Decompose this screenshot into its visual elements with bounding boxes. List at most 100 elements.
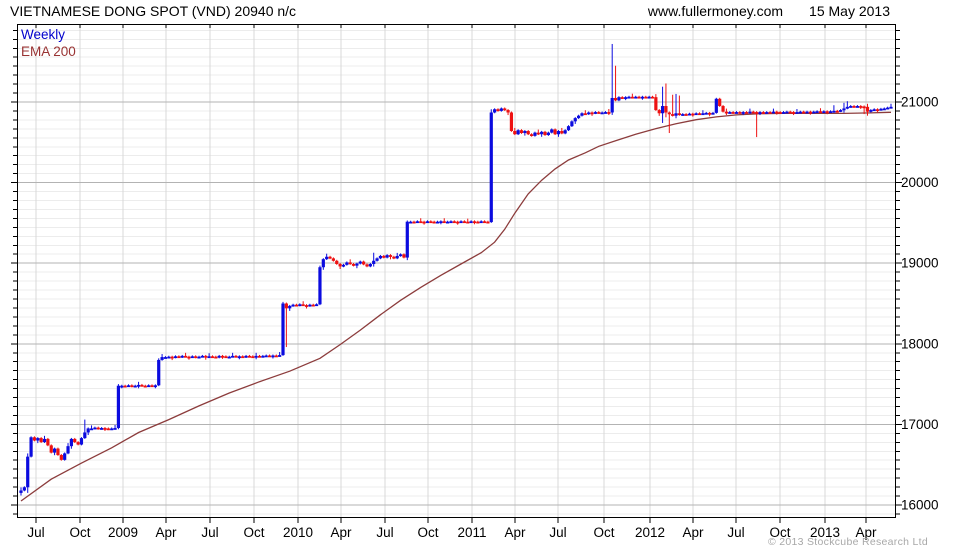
- candle-body: [580, 113, 584, 116]
- candle-body: [798, 111, 802, 114]
- candle-body: [842, 108, 846, 111]
- candle-body: [100, 428, 104, 430]
- candle-body: [654, 97, 658, 111]
- candle-body: [637, 96, 641, 99]
- candle-body: [130, 385, 134, 388]
- candle-body: [600, 112, 604, 115]
- candle-body: [519, 130, 524, 134]
- candle-body: [110, 428, 114, 431]
- candle-body: [274, 355, 278, 358]
- candle-body: [630, 96, 634, 99]
- candle-body: [415, 221, 419, 224]
- candle-body: [845, 106, 849, 109]
- chart-date: 15 May 2013: [809, 3, 890, 19]
- candle-body: [835, 110, 839, 113]
- candle-body: [160, 357, 164, 360]
- candle-body: [506, 110, 510, 113]
- page-title: VIETNAMESE DONG SPOT (VND) 20940 n/c: [10, 3, 297, 19]
- candle-body: [422, 221, 426, 224]
- candle-body: [533, 132, 537, 136]
- candle-body: [432, 221, 436, 224]
- candle-body: [180, 355, 184, 358]
- candle-body: [879, 108, 883, 111]
- candle-body: [570, 121, 574, 127]
- candle-body: [113, 428, 117, 430]
- candle-body: [372, 260, 376, 265]
- candle-body: [620, 97, 624, 99]
- candle-body: [321, 259, 325, 268]
- candle-body: [237, 356, 241, 359]
- x-axis-label: Jul: [376, 525, 393, 540]
- candle-body: [808, 111, 812, 114]
- x-axis-label: Apr: [330, 525, 352, 540]
- candle-body: [647, 96, 651, 99]
- candle-body: [671, 114, 675, 116]
- candle-body: [472, 221, 477, 224]
- candle-body: [341, 264, 346, 267]
- candle-body: [187, 356, 191, 359]
- candle-body: [194, 356, 198, 359]
- candle-body: [550, 129, 554, 133]
- candle-body: [526, 131, 530, 135]
- candle-body: [167, 356, 171, 359]
- copyright-notice: © 2013 Stockcube Research Ltd: [767, 536, 928, 548]
- candle-body: [126, 385, 131, 388]
- candle-body: [815, 111, 819, 114]
- website-link[interactable]: www.fullermoney.com: [647, 3, 784, 19]
- candle-body: [368, 264, 372, 267]
- candle-body: [791, 112, 796, 114]
- candle-body: [624, 97, 628, 99]
- x-axis-label: Oct: [593, 525, 614, 540]
- candle-body: [362, 261, 366, 265]
- candle-body: [724, 111, 729, 114]
- candle-body: [173, 356, 178, 359]
- candle-body: [136, 384, 141, 387]
- candle-body: [674, 113, 678, 116]
- candle-body: [301, 304, 305, 307]
- candle-body: [482, 221, 487, 224]
- candle-body: [503, 108, 507, 111]
- candle-body: [79, 438, 84, 445]
- candle-body: [660, 106, 665, 114]
- candle-body: [536, 132, 540, 135]
- candle-body: [479, 221, 483, 224]
- candle-body: [560, 131, 564, 134]
- candle-body: [687, 113, 692, 116]
- candle-body: [52, 448, 57, 453]
- candle-body: [593, 112, 598, 114]
- candle-body: [859, 106, 863, 108]
- candle-body: [577, 115, 581, 119]
- candle-body: [744, 112, 749, 114]
- candle-body: [882, 108, 886, 111]
- x-axis-label: Jul: [27, 525, 44, 540]
- y-axis-label: 18000: [901, 336, 939, 351]
- candle-body: [650, 96, 655, 99]
- candle-body: [721, 106, 725, 112]
- candle-body: [247, 355, 252, 358]
- candle-body: [348, 262, 352, 265]
- candle-body: [284, 303, 288, 309]
- candle-body: [375, 258, 379, 261]
- candle-body: [825, 111, 829, 114]
- candle-body: [442, 221, 446, 224]
- candle-body: [241, 356, 245, 359]
- candle-body: [32, 437, 37, 441]
- candle-body: [818, 111, 823, 114]
- x-axis-label: Jul: [549, 525, 566, 540]
- x-axis-label: Oct: [243, 525, 264, 540]
- candle-body: [714, 98, 718, 113]
- candle-body: [190, 356, 194, 359]
- x-axis-label: Apr: [155, 525, 177, 540]
- x-axis-label: 2013: [810, 525, 840, 540]
- candle-body: [69, 438, 73, 447]
- candle-body: [116, 385, 121, 429]
- candle-body: [768, 112, 772, 114]
- candle-body: [429, 221, 433, 224]
- candle-body: [590, 112, 594, 115]
- candle-body: [738, 112, 742, 114]
- candle-body: [516, 130, 520, 135]
- x-axis-label: 2012: [635, 525, 665, 540]
- candle-body: [613, 97, 618, 101]
- x-axis-label: Oct: [69, 525, 90, 540]
- candle-body: [378, 255, 383, 259]
